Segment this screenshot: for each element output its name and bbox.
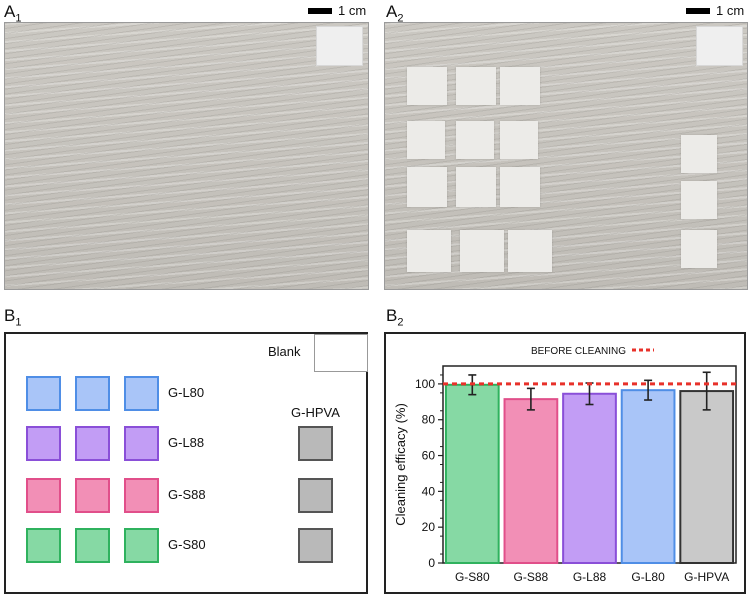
x-tick-label: G-L88 <box>573 570 607 584</box>
y-tick-label: 60 <box>422 449 436 463</box>
coating-square <box>124 426 159 461</box>
y-axis-label: Cleaning efficacy (%) <box>393 403 408 526</box>
coating-square <box>124 528 159 563</box>
coating-square <box>26 478 61 513</box>
cleaned-patch <box>456 121 494 159</box>
hpva-square <box>298 478 333 513</box>
hpva-square <box>298 528 333 563</box>
coating-row-label: G-L88 <box>168 435 205 450</box>
cleaned-patch <box>460 230 504 272</box>
cleaned-patch <box>407 167 447 207</box>
coating-row-label: G-S88 <box>168 487 206 502</box>
blank-label: Blank <box>268 344 301 359</box>
coating-square <box>75 478 110 513</box>
coating-square <box>26 426 61 461</box>
cleaned-patch <box>500 167 540 207</box>
hpva-square <box>298 426 333 461</box>
cleaned-patch <box>407 230 451 272</box>
y-tick-label: 0 <box>428 556 435 570</box>
bar <box>562 392 617 564</box>
cleaned-patch <box>456 67 496 105</box>
coating-square <box>124 376 159 411</box>
cleaned-patch <box>508 230 552 272</box>
panel-letter: B <box>386 306 398 325</box>
cleaning-efficacy-chart: 0 20 40 60 80 100 Cleaning efficacy (%) G-S80 G-… <box>393 346 737 584</box>
scale-bar-a2: 1 cm <box>686 3 744 18</box>
coating-square <box>26 376 61 411</box>
panel-letter: A <box>386 2 398 21</box>
panel-subscript: 1 <box>15 12 22 25</box>
schematic-layout: Blank G-HPVA G-L80 G-L88 G-S88 G-S80 <box>4 332 368 594</box>
panel-subscript: 2 <box>397 316 404 329</box>
blank-patch <box>696 26 743 66</box>
coating-row-label: G-S80 <box>168 537 206 552</box>
cleaned-patch-hpva <box>681 181 717 219</box>
cleaned-patch <box>500 121 538 159</box>
coating-square <box>75 528 110 563</box>
bar <box>679 390 735 565</box>
cleaned-patch <box>500 67 540 105</box>
coating-square <box>124 478 159 513</box>
legend-label: BEFORE CLEANING <box>531 346 626 357</box>
coating-square <box>75 376 110 411</box>
bar <box>620 389 676 564</box>
cleaned-patch-hpva <box>681 135 717 173</box>
x-tick-label: G-L80 <box>631 570 665 584</box>
scale-bar-line <box>308 7 332 14</box>
blank-square <box>314 334 368 372</box>
panel-letter: A <box>4 2 16 21</box>
coating-row-label: G-L80 <box>168 385 205 400</box>
scale-bar-label: 1 cm <box>338 3 367 18</box>
cleaned-patch <box>456 167 496 207</box>
scale-bar-a1: 1 cm <box>308 3 366 18</box>
x-tick-label: G-S88 <box>514 570 549 584</box>
scale-bar-line <box>686 7 710 14</box>
cleaned-patch <box>407 67 447 105</box>
chart-panel: 0 20 40 60 80 100 Cleaning efficacy (%) G-S80 G-… <box>384 332 746 594</box>
cleaned-patch <box>407 121 445 159</box>
x-tick-label: G-S80 <box>455 570 490 584</box>
x-tick-label: G-HPVA <box>684 570 729 584</box>
hpva-label: G-HPVA <box>291 405 340 420</box>
bar <box>503 398 559 564</box>
panel-letter: B <box>4 306 16 325</box>
coating-square <box>75 426 110 461</box>
panel-label-a2: A2 <box>386 2 403 24</box>
panel-label-b2: B2 <box>386 306 403 328</box>
y-tick-label: 40 <box>422 484 436 498</box>
bar <box>444 383 500 564</box>
y-tick-label: 20 <box>422 520 436 534</box>
y-tick-label: 100 <box>415 377 435 391</box>
photo-before-cleaning <box>4 22 369 290</box>
panel-label-a1: A1 <box>4 2 21 24</box>
blank-patch <box>316 26 363 66</box>
panel-subscript: 1 <box>15 316 22 329</box>
panel-subscript: 2 <box>397 12 404 25</box>
y-tick-label: 80 <box>422 413 436 427</box>
scale-bar-label: 1 cm <box>716 3 745 18</box>
cleaned-patch-hpva <box>681 230 717 268</box>
coating-square <box>26 528 61 563</box>
photo-after-cleaning <box>384 22 748 290</box>
panel-label-b1: B1 <box>4 306 21 328</box>
